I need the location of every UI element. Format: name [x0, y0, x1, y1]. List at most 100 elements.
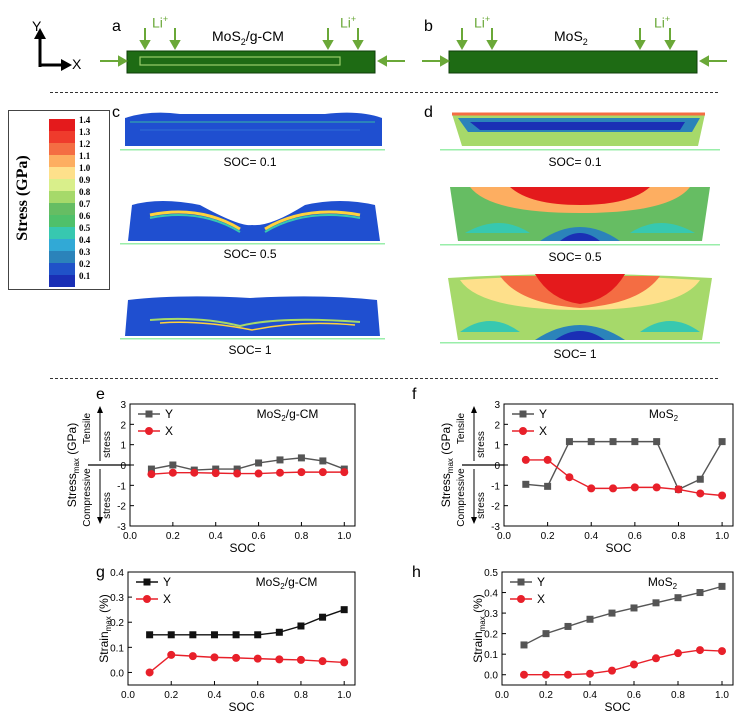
x-tick-label: 0.8	[294, 531, 308, 542]
tensile-label: Tensile	[456, 413, 467, 445]
data-point-X	[318, 657, 327, 666]
colorbar-swatch	[49, 227, 75, 239]
colorbar-tick-label: 0.6	[79, 211, 91, 221]
legend-marker-X	[143, 595, 151, 603]
y-tick-label: -3	[491, 522, 500, 533]
y-tick-label: 0	[120, 461, 126, 472]
chart-f: -3 -2 -1 0 1 2 3 0.0 0.2 0.4 0.6 0.8 1.0 SOC Stressmax…	[374, 390, 748, 560]
legend-label-Y: Y	[537, 575, 545, 589]
data-point-X	[296, 655, 305, 664]
data-point-X	[188, 652, 197, 661]
sim-d-soc-0-1	[440, 112, 720, 151]
data-point-X	[521, 455, 530, 464]
panel-label-e: e	[96, 386, 105, 403]
panel-label-h: h	[412, 564, 421, 581]
data-point-X	[145, 668, 154, 677]
data-point-Y	[212, 465, 220, 473]
data-point-X	[520, 670, 528, 679]
series-line-Y	[149, 609, 345, 636]
sim-c-label-3: SOC= 1	[228, 343, 272, 357]
sim-c-label-1: SOC= 0.1	[223, 155, 277, 169]
y-tick-label: -1	[117, 481, 126, 492]
colorbar-tick-label: 0.8	[79, 187, 91, 197]
data-point-X	[652, 654, 660, 663]
legend-label-X: X	[539, 424, 547, 438]
chart-e: -3 -2 -1 0 1 2 3 0.0 0.2 0.4 0.6 0.8 1.0 SOC Stressmax…	[0, 390, 370, 560]
colorbar-swatch	[49, 251, 75, 263]
series-line-Y	[523, 585, 723, 646]
colorbar-swatch	[49, 263, 75, 275]
data-point-X	[210, 653, 219, 662]
data-point-X	[168, 468, 177, 477]
compressive-label: Compressive	[82, 468, 93, 527]
y-tick-label: 2	[494, 420, 500, 431]
colorbar-tick-label: 0.5	[79, 223, 91, 233]
x-tick-label: 1.0	[715, 531, 729, 542]
colorbar-swatches	[49, 119, 75, 287]
colorbar-swatch	[49, 143, 75, 155]
x-tick-label: 0.6	[628, 531, 642, 542]
data-point-X	[233, 469, 242, 478]
legend-label-X: X	[537, 592, 545, 606]
data-point-X	[167, 650, 176, 659]
x-tick-label: 0.6	[252, 531, 266, 542]
li-label-a-right: Li+	[340, 14, 357, 31]
y-axis-label: Stressmax (GPa)	[439, 423, 455, 507]
colorbar-tick-label: 1.2	[79, 139, 91, 149]
plot-frame	[501, 571, 734, 686]
legend-marker-Y	[143, 578, 151, 586]
series-line-Y	[151, 457, 345, 471]
sim-d-label-1: SOC= 0.1	[548, 155, 602, 169]
data-point-X	[652, 483, 661, 492]
colorbar-swatch	[49, 131, 75, 143]
tensile-arrowhead	[471, 406, 477, 413]
series-line-Y	[525, 440, 723, 491]
colorbar-swatch	[49, 215, 75, 227]
colorbar: Stress (GPa) 1.4 1.3 1.2 1.1 1.0 0.9 0.8 0.7 0.6…	[8, 110, 110, 290]
y-tick-label: 0.3	[110, 593, 124, 604]
plot-frame	[127, 571, 356, 686]
data-point-Y	[653, 438, 661, 446]
colorbar-tick-label: 0.3	[79, 247, 91, 257]
colorbar-swatch	[49, 203, 75, 215]
data-point-Y	[520, 641, 528, 649]
series-line-X	[525, 459, 723, 497]
y-tick-label: 0	[494, 461, 500, 472]
data-point-X	[718, 647, 726, 656]
legend-marker-Y	[519, 410, 527, 418]
data-point-X	[674, 485, 683, 494]
colorbar-swatch	[49, 239, 75, 251]
colorbar-swatch	[49, 191, 75, 203]
data-point-Y	[275, 628, 283, 636]
x-tick-label: 0.8	[671, 690, 685, 701]
y-tick-label: 3	[494, 400, 500, 411]
compressive-label: stress	[476, 492, 487, 519]
compressive-label: Compressive	[456, 468, 467, 527]
data-point-Y	[696, 475, 704, 483]
x-tick-label: 0.0	[123, 531, 137, 542]
chart-title: MoS2	[648, 575, 678, 591]
chart-title: MoS2/g-CM	[256, 575, 318, 591]
x-tick-label: 1.0	[337, 690, 351, 701]
plot-frame	[129, 403, 356, 527]
colorbar-tick-label: 1.0	[79, 163, 91, 173]
sim-c-label-2: SOC= 0.5	[223, 247, 277, 261]
x-tick-label: 1.0	[715, 690, 729, 701]
data-point-X	[232, 653, 241, 662]
x-tick-label: 0.4	[209, 531, 223, 542]
y-tick-label: 0.1	[484, 650, 498, 661]
panel-label-g: g	[96, 564, 105, 581]
y-tick-label: -1	[491, 481, 500, 492]
y-tick-label: 0.0	[110, 668, 124, 679]
data-point-Y	[189, 631, 197, 639]
plot-frame	[503, 403, 734, 527]
data-point-X	[340, 468, 349, 477]
data-point-X	[630, 660, 638, 669]
axis-y-label: Y	[32, 18, 42, 34]
colorbar-tick-label: 0.4	[79, 235, 91, 245]
y-tick-label: 1	[494, 441, 500, 452]
data-point-X	[608, 666, 616, 675]
data-point-Y	[254, 631, 262, 639]
legend-marker-X	[145, 427, 153, 435]
data-point-Y	[631, 438, 639, 446]
